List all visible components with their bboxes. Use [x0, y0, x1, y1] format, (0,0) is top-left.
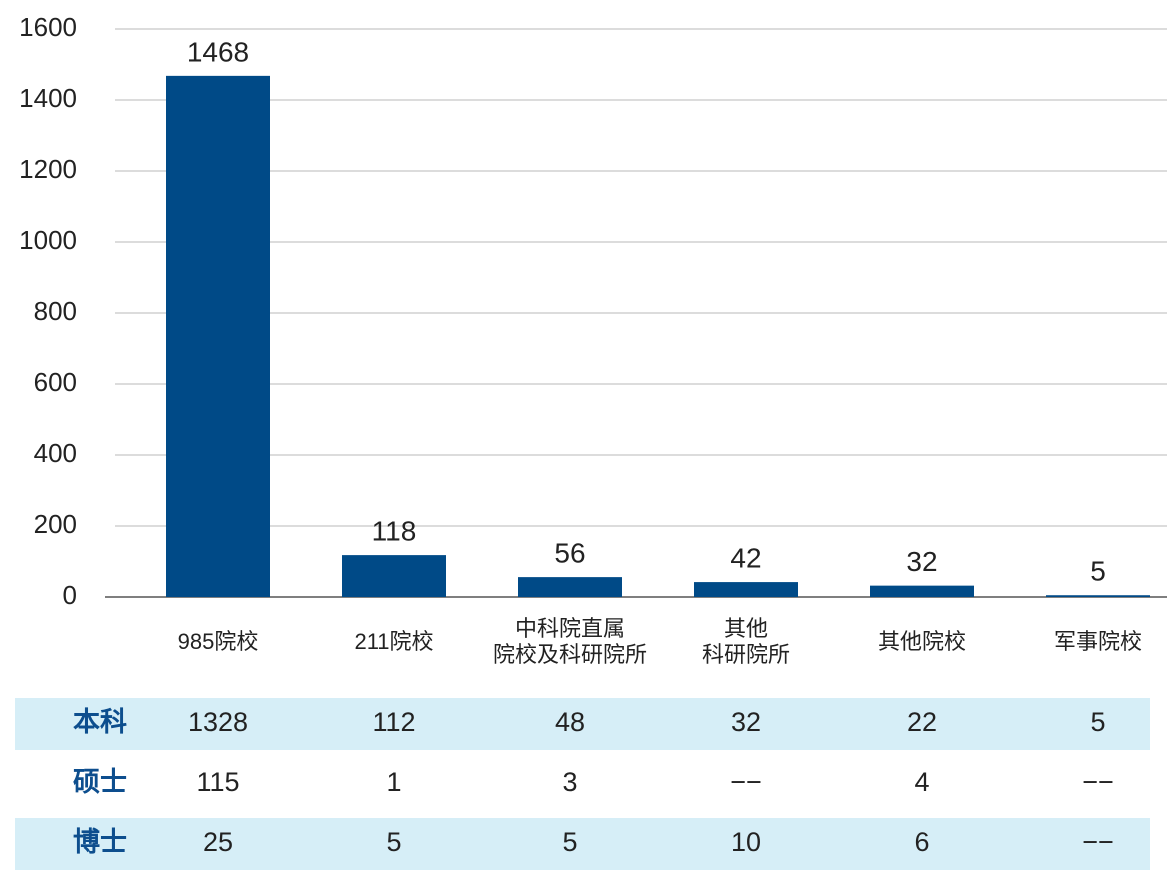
- y-tick-label: 600: [34, 367, 77, 397]
- table-cell: 25: [203, 827, 233, 857]
- table-cell: 10: [731, 827, 761, 857]
- x-tick-label: 院校及科研院所: [493, 642, 647, 667]
- y-tick-label: 1000: [19, 225, 77, 255]
- table-cell: 4: [914, 767, 929, 797]
- table-cell: −−: [1082, 767, 1114, 797]
- table-cell: 6: [914, 827, 929, 857]
- table-cell: 115: [196, 767, 239, 797]
- x-tick-label: 其他: [724, 616, 768, 641]
- table-cell: 3: [562, 767, 577, 797]
- y-tick-label: 800: [34, 296, 77, 326]
- bar: [694, 582, 798, 597]
- table-cell: 32: [731, 707, 761, 737]
- table-cell: 5: [562, 827, 577, 857]
- bar: [166, 75, 270, 598]
- table-cell: 48: [555, 707, 585, 737]
- y-tick-label: 1600: [19, 12, 77, 42]
- table-row-bg: [15, 818, 1150, 870]
- x-tick-label: 军事院校: [1054, 629, 1142, 654]
- value-label: 42: [730, 542, 761, 573]
- table-cell: 5: [386, 827, 401, 857]
- bar: [518, 577, 622, 597]
- x-tick-label: 科研院所: [702, 642, 790, 667]
- table-cell: 22: [907, 707, 937, 737]
- table-cell: 112: [372, 707, 415, 737]
- y-tick-label: 1200: [19, 154, 77, 184]
- value-label: 1468: [187, 36, 249, 67]
- table-cell: −−: [730, 767, 762, 797]
- bar: [1046, 595, 1150, 597]
- row-label: 本科: [73, 707, 127, 737]
- value-label: 5: [1090, 556, 1106, 587]
- row-label: 硕士: [73, 767, 127, 797]
- x-tick-label: 中科院直属: [515, 616, 625, 641]
- y-tick-label: 200: [34, 509, 77, 539]
- value-label: 56: [554, 538, 585, 569]
- row-label: 博士: [73, 826, 127, 857]
- table-cell: −−: [1082, 827, 1114, 857]
- x-tick-label: 其他院校: [878, 629, 966, 654]
- table-cell: 1328: [188, 707, 248, 737]
- bar: [870, 585, 974, 597]
- table-cell: 1: [386, 767, 401, 797]
- table-row-bg: [15, 698, 1150, 750]
- y-tick-label: 0: [63, 580, 77, 610]
- table-cell: 5: [1090, 707, 1105, 737]
- bar: [342, 555, 446, 597]
- y-tick-label: 400: [34, 438, 77, 468]
- x-tick-label: 211院校: [354, 629, 433, 654]
- value-label: 118: [372, 516, 417, 547]
- y-tick-label: 1400: [19, 83, 77, 113]
- x-tick-label: 985院校: [178, 629, 259, 654]
- value-label: 32: [906, 546, 937, 577]
